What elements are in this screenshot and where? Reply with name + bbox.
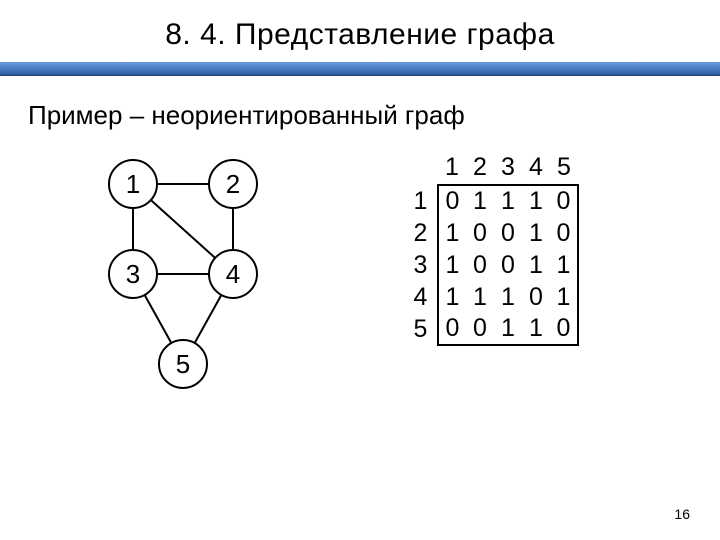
matrix-col-header: 4 bbox=[522, 153, 550, 185]
matrix-cell: 0 bbox=[494, 249, 522, 281]
matrix-col-header: 2 bbox=[466, 153, 494, 185]
matrix-cell: 0 bbox=[438, 185, 466, 217]
matrix-row-header: 2 bbox=[410, 217, 438, 249]
matrix-cell: 1 bbox=[438, 281, 466, 313]
title-underline-bar bbox=[0, 62, 720, 76]
matrix-cell: 0 bbox=[494, 217, 522, 249]
matrix-cell: 1 bbox=[522, 185, 550, 217]
matrix-cell: 1 bbox=[522, 249, 550, 281]
graph-node-2: 2 bbox=[208, 159, 258, 209]
matrix-corner bbox=[410, 153, 438, 185]
graph-node-4: 4 bbox=[208, 249, 258, 299]
matrix-cell: 0 bbox=[438, 313, 466, 345]
content-area: 12345 1234510111021001031001141110150011… bbox=[0, 131, 720, 409]
matrix-cell: 1 bbox=[522, 313, 550, 345]
matrix-cell: 0 bbox=[466, 313, 494, 345]
matrix-cell: 0 bbox=[550, 185, 578, 217]
matrix-row-header: 5 bbox=[410, 313, 438, 345]
slide-subtitle: Пример – неориентированный граф bbox=[0, 76, 720, 131]
matrix-table: 12345101110210010310011411101500110 bbox=[410, 153, 579, 346]
matrix-row-header: 1 bbox=[410, 185, 438, 217]
matrix-cell: 1 bbox=[494, 281, 522, 313]
graph-node-1: 1 bbox=[108, 159, 158, 209]
matrix-col-header: 3 bbox=[494, 153, 522, 185]
adjacency-matrix: 12345101110210010310011411101500110 bbox=[410, 153, 579, 409]
title-area: 8. 4. Представление графа bbox=[0, 0, 720, 76]
matrix-row-header: 4 bbox=[410, 281, 438, 313]
matrix-row-header: 3 bbox=[410, 249, 438, 281]
matrix-col-header: 5 bbox=[550, 153, 578, 185]
matrix-cell: 1 bbox=[466, 185, 494, 217]
matrix-col-header: 1 bbox=[438, 153, 466, 185]
matrix-cell: 1 bbox=[466, 281, 494, 313]
slide-title: 8. 4. Представление графа bbox=[0, 18, 720, 52]
matrix-cell: 1 bbox=[522, 217, 550, 249]
matrix-cell: 0 bbox=[522, 281, 550, 313]
graph-node-3: 3 bbox=[108, 249, 158, 299]
matrix-cell: 1 bbox=[438, 249, 466, 281]
matrix-cell: 1 bbox=[494, 185, 522, 217]
matrix-cell: 0 bbox=[550, 217, 578, 249]
graph-node-5: 5 bbox=[158, 339, 208, 389]
matrix-cell: 1 bbox=[438, 217, 466, 249]
matrix-cell: 0 bbox=[550, 313, 578, 345]
matrix-cell: 1 bbox=[550, 281, 578, 313]
matrix-cell: 0 bbox=[466, 249, 494, 281]
page-number: 16 bbox=[674, 506, 690, 522]
graph-diagram: 12345 bbox=[60, 149, 340, 409]
matrix-cell: 1 bbox=[550, 249, 578, 281]
matrix-cell: 0 bbox=[466, 217, 494, 249]
matrix-cell: 1 bbox=[494, 313, 522, 345]
